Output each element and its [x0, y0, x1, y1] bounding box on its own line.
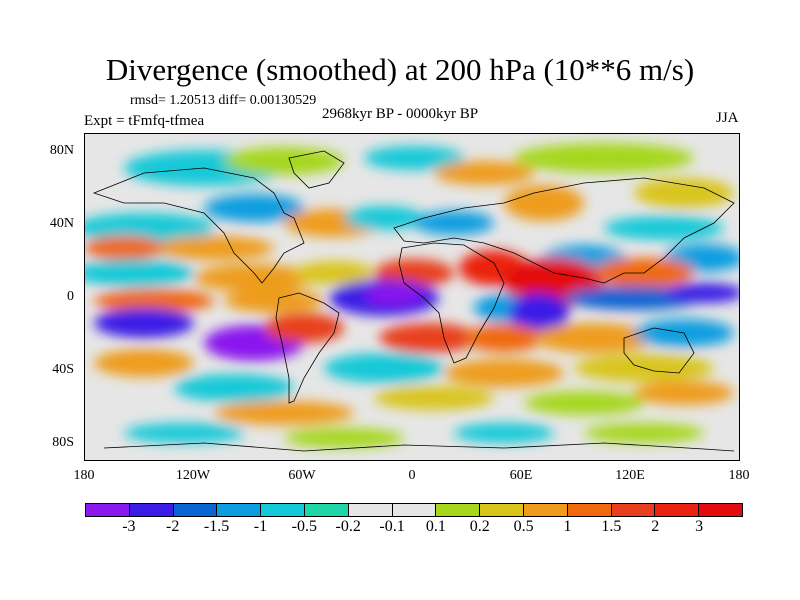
x-tick-label: 120E — [615, 468, 645, 483]
colorbar-label: -3 — [122, 518, 136, 535]
colorbar-segment — [217, 504, 262, 516]
colorbar-segment — [129, 504, 174, 516]
colorbar-label: -0.2 — [335, 518, 361, 535]
colorbar-label: -1 — [253, 518, 268, 535]
x-tick-label: 180 — [73, 468, 95, 483]
colorbar-segment — [173, 504, 218, 516]
colorbar-segment — [699, 504, 742, 516]
greenland-outline — [288, 150, 345, 189]
colorbar-segment — [261, 504, 305, 516]
colorbar-label: 0.2 — [469, 518, 490, 535]
south-america-outline — [275, 292, 340, 404]
season-label: JJA — [716, 110, 739, 126]
australia-outline — [623, 327, 695, 374]
colorbar-label: -1.5 — [203, 518, 230, 535]
stats-text: rmsd= 1.20513 diff= 0.00130529 — [130, 93, 317, 108]
y-tick-label: 40N — [49, 216, 74, 231]
colorbar-segment — [392, 504, 437, 516]
divergence-map — [84, 133, 740, 461]
colorbar-label: 0.1 — [425, 518, 446, 535]
colorbar-segment — [86, 504, 130, 516]
africa-outline — [398, 242, 505, 364]
x-tick-label: 120W — [175, 468, 211, 483]
period-label: 2968kyr BP - 0000kyr BP — [322, 106, 479, 122]
colorbar-label: 1 — [563, 518, 572, 535]
colorbar-segment — [567, 504, 612, 516]
north-america-outline — [92, 167, 305, 284]
coastlines — [92, 150, 735, 452]
colorbar-segment — [348, 504, 393, 516]
divergence-field — [84, 143, 740, 448]
x-tick-label: 60W — [288, 468, 316, 483]
y-tick-label: 40S — [52, 362, 74, 377]
eurasia-outline — [393, 177, 735, 284]
x-tick-label: 60E — [509, 468, 533, 483]
colorbar-label: 1.5 — [601, 518, 622, 535]
y-tick-label: 0 — [67, 289, 74, 304]
colorbar-label: 2 — [651, 518, 660, 535]
x-tick-label: 180 — [728, 468, 750, 483]
colorbar-segment — [523, 504, 568, 516]
y-tick-label: 80S — [52, 435, 74, 450]
colorbar-label: -0.5 — [291, 518, 317, 535]
y-tick-label: 80N — [49, 143, 74, 158]
map-frame — [84, 133, 740, 461]
experiment-label: Expt = tFmfq-tfmea — [84, 113, 205, 129]
colorbar-segment — [480, 504, 524, 516]
colorbar-segment — [611, 504, 656, 516]
colorbar-segment — [304, 504, 349, 516]
colorbar-segment — [436, 504, 481, 516]
colorbar-segment — [655, 504, 700, 516]
colorbar — [85, 503, 743, 517]
x-tick-label: 0 — [408, 468, 416, 483]
antarctica-outline — [103, 442, 735, 452]
colorbar-label: -2 — [166, 518, 180, 535]
colorbar-label: 3 — [695, 518, 704, 535]
colorbar-label: 0.5 — [513, 518, 534, 535]
chart-title: Divergence (smoothed) at 200 hPa (10**6 … — [105, 52, 695, 87]
colorbar-label: -0.1 — [379, 518, 405, 535]
